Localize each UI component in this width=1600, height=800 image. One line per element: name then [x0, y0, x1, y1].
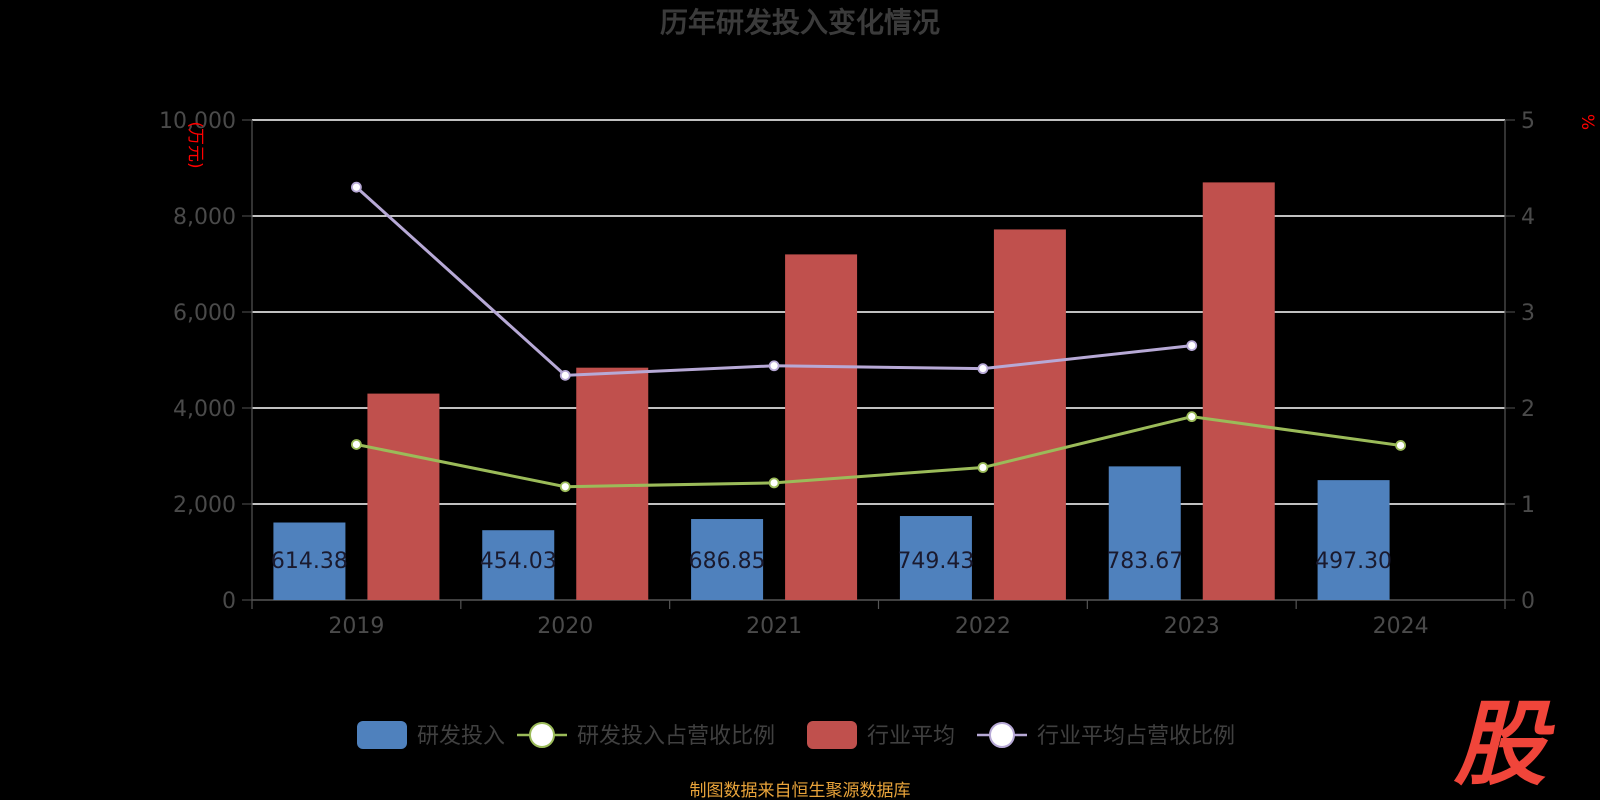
series-point [977, 462, 989, 473]
chart-title: 历年研发投入变化情况 [660, 6, 940, 39]
legend-swatch-marker [529, 722, 555, 748]
bar-rd-investment [899, 516, 972, 600]
series-line [356, 415, 1401, 489]
series-point [768, 360, 780, 372]
left-axis-tick-label: 0 [222, 589, 236, 614]
axes: 0 2,000 4,000 6,000 8,000 10,000 0 1 2 3 4 5 2019 202… [159, 109, 1535, 639]
lines [351, 181, 1406, 493]
right-axis-tick-label: 5 [1521, 109, 1535, 134]
bar-data-label: 686.85 [689, 549, 766, 574]
bar-rd-investment [273, 522, 346, 600]
bar-rd-investment [1317, 480, 1390, 600]
series-point [977, 363, 989, 375]
legend-swatch-bar [357, 721, 407, 749]
legend-swatch-marker [989, 722, 1015, 748]
series-point [1186, 340, 1198, 352]
x-axis-tick-label: 2019 [328, 614, 384, 639]
left-axis-tick-label: 4,000 [173, 397, 236, 422]
bars [273, 182, 1390, 600]
right-axis-tick-label: 3 [1521, 301, 1535, 326]
legend-label: 研发投入占营收比例 [577, 724, 775, 749]
bar-data-label: 497.30 [1315, 549, 1392, 574]
legend-label: 行业平均占营收比例 [1037, 724, 1235, 749]
x-axis-tick-label: 2022 [955, 614, 1011, 639]
watermark-logo: 股 [1453, 691, 1555, 798]
left-axis-tick-label: 8,000 [173, 205, 236, 230]
x-axis-tick-label: 2020 [537, 614, 593, 639]
legend-label: 研发投入 [417, 724, 505, 749]
series-point [559, 369, 571, 381]
legend-label: 行业平均 [867, 724, 955, 749]
data-labels: 614.38 454.03 686.85 749.43 783.67 497.30 [271, 549, 1392, 574]
right-axis-tick-label: 4 [1521, 205, 1535, 230]
bar-rd-investment [691, 519, 764, 600]
bar-data-label: 783.67 [1106, 549, 1183, 574]
legend-swatch-bar [807, 721, 857, 749]
left-axis-tick-label: 2,000 [173, 493, 236, 518]
grid [252, 119, 1505, 505]
data-source-note: 制图数据来自恒生聚源数据库 [690, 781, 911, 800]
series-point [559, 481, 571, 493]
bar-data-label: 614.38 [271, 549, 348, 574]
right-axis-tick-label: 0 [1521, 589, 1535, 614]
right-axis-tick-label: 2 [1521, 397, 1535, 422]
bar-industry-average [367, 393, 440, 600]
left-axis-tick-label: 10,000 [159, 109, 236, 134]
x-axis-tick-label: 2023 [1164, 614, 1220, 639]
series-point [1395, 440, 1406, 451]
bar-industry-average [993, 229, 1066, 600]
legend: 研发投入 研发投入占营收比例 行业平均 行业平均占营收比例 [357, 721, 1235, 749]
bar-industry-average [576, 367, 649, 600]
bar-industry-average [785, 254, 858, 600]
bar-data-label: 454.03 [480, 549, 557, 574]
bar-data-label: 749.43 [897, 549, 974, 574]
series-point [351, 439, 362, 450]
bar-rd-investment [1108, 466, 1181, 600]
right-axis-tick-label: 1 [1521, 493, 1535, 518]
left-axis-unit: (万元) [185, 121, 205, 168]
series-point [351, 181, 362, 193]
bar-rd-investment [482, 530, 555, 600]
left-axis-tick-label: 6,000 [173, 301, 236, 326]
series-point [768, 477, 780, 489]
bar-industry-average [1202, 182, 1275, 600]
right-axis-unit: % [1577, 114, 1597, 130]
x-axis-tick-label: 2024 [1373, 614, 1429, 639]
x-axis-tick-label: 2021 [746, 614, 802, 639]
series-point [1186, 411, 1198, 423]
